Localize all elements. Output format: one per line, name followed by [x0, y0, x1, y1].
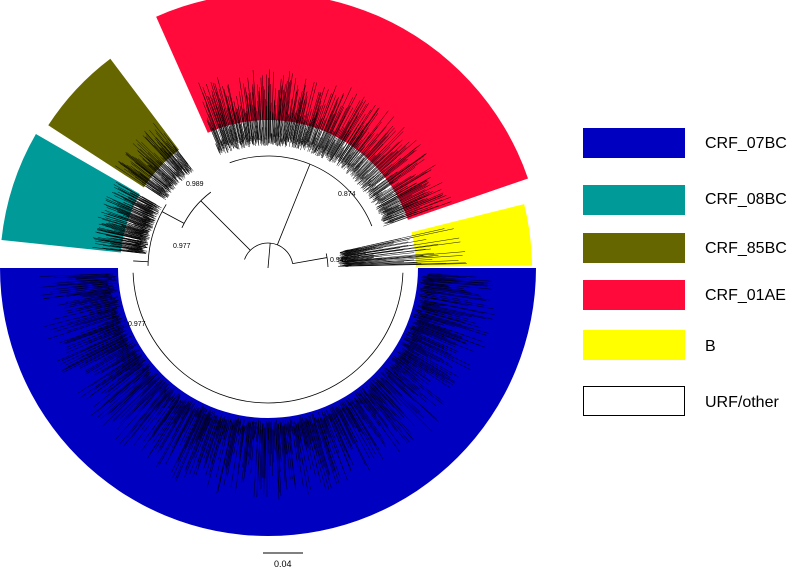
- branches-crf01ae: [198, 69, 452, 227]
- backbone-root-stem: [267, 243, 271, 269]
- tree-backbone: [132, 155, 404, 404]
- backbone-arc-85bc: [181, 191, 212, 229]
- branches-crf07bc: [39, 273, 495, 500]
- backbone-arc-01ae: [229, 155, 373, 227]
- backbone-arc-b: [325, 253, 329, 267]
- legend-swatch-urf-other: [583, 386, 685, 416]
- legend-label-crf08bc: CRF_08BC: [705, 191, 787, 208]
- bootstrap-labels: 0.874 0.942 0.989 0.977 0.977: [128, 181, 356, 328]
- branches-b: [337, 228, 467, 267]
- backbone-arc-07bc: [132, 272, 404, 404]
- legend-swatch-crf07bc: [583, 128, 685, 158]
- legend-label-b: B: [705, 338, 716, 355]
- backbone-radial-08bc: [161, 211, 185, 224]
- tree-branches: [39, 69, 495, 500]
- legend-label-crf85bc: CRF_85BC: [705, 240, 787, 257]
- bootstrap-crf08bc: 0.977: [173, 243, 191, 250]
- bootstrap-crf85bc: 0.989: [186, 181, 204, 188]
- legend-label-urf-other: URF/other: [705, 394, 779, 411]
- sector-crf07bc: [0, 268, 536, 536]
- backbone-radial-b: [292, 257, 328, 265]
- backbone-radial-07bc: [133, 260, 149, 263]
- bootstrap-crf01ae: 0.874: [338, 191, 356, 198]
- legend-swatch-crf85bc: [583, 233, 685, 263]
- bootstrap-crf07bc: 0.977: [128, 321, 146, 328]
- branches-crf08bc: [92, 181, 162, 254]
- scale-bar-label: 0.04: [274, 559, 292, 569]
- sector-crf01ae: [156, 0, 529, 230]
- backbone-radial-01ae: [276, 164, 311, 245]
- backbone-radial-85bc: [200, 200, 251, 251]
- legend-swatch-crf01ae: [583, 280, 685, 310]
- bootstrap-b: 0.942: [330, 257, 348, 264]
- legend-label-crf01ae: CRF_01AE: [705, 287, 786, 304]
- backbone-arc-08bc: [147, 204, 167, 266]
- legend-label-crf07bc: CRF_07BC: [705, 135, 787, 152]
- scale-bar: 0.04: [263, 552, 303, 569]
- legend-swatch-crf08bc: [583, 185, 685, 215]
- legend-swatch-b: [583, 330, 685, 360]
- branches-crf85bc: [115, 122, 194, 201]
